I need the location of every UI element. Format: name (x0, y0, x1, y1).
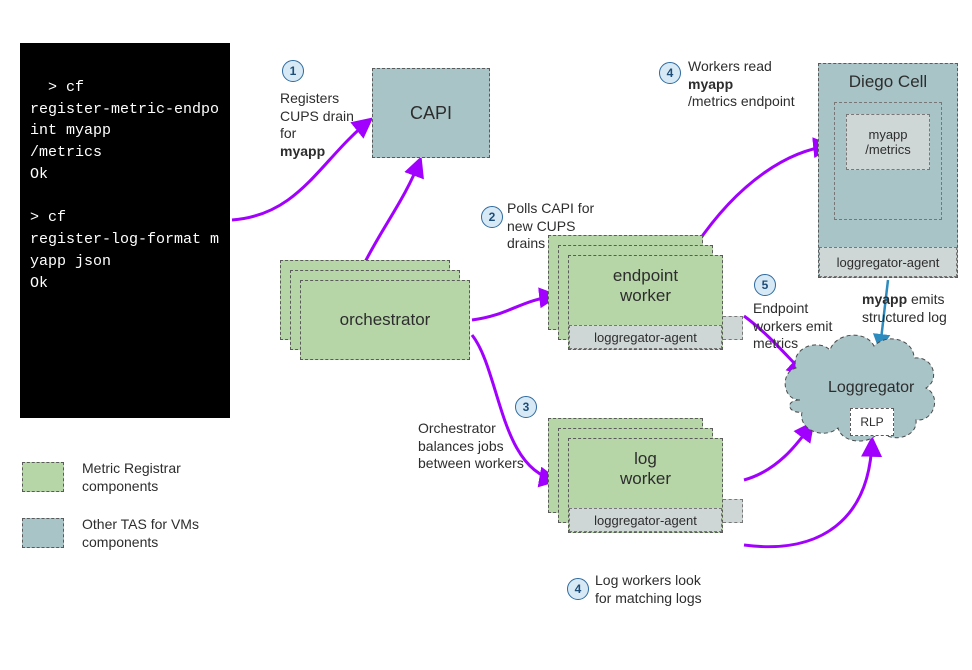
annotation-1-text: Registers CUPS drain for (280, 90, 354, 141)
annotation-5: Endpoint workers emit metrics (753, 300, 833, 353)
rlp-box: RLP (850, 408, 894, 436)
annotation-4a-post: /metrics endpoint (688, 93, 795, 109)
legend-label-blue-text: Other TAS for VMs components (82, 516, 199, 550)
log-worker-footer-ext (723, 499, 743, 523)
loggregator-label: Loggregator (828, 378, 914, 398)
log-worker-footer-label: loggregator-agent (594, 513, 697, 528)
step-circle-2: 2 (481, 206, 503, 228)
rlp-label: RLP (860, 415, 883, 429)
annotation-emit-bold: myapp (862, 291, 907, 307)
endpoint-worker-label: endpoint worker (613, 266, 678, 306)
diego-cell-footer: loggregator-agent (819, 247, 957, 277)
annotation-4a-pre: Workers read (688, 58, 772, 74)
step-num-5: 5 (762, 278, 769, 292)
endpoint-worker-footer: loggregator-agent (569, 325, 722, 349)
endpoint-worker-footer-ext (723, 316, 743, 340)
log-worker-footer: loggregator-agent (569, 508, 722, 532)
capi-label: CAPI (410, 103, 452, 124)
capi-box: CAPI (372, 68, 490, 158)
annotation-4a-bold: myapp (688, 76, 733, 92)
step-num-1: 1 (290, 64, 297, 78)
endpoint-worker-box: endpoint worker loggregator-agent (568, 255, 723, 350)
legend-swatch-green (22, 462, 64, 492)
step-circle-5: 5 (754, 274, 776, 296)
arrow-log-to-rlp (744, 440, 872, 547)
legend-label-green: Metric Registrar components (82, 460, 242, 495)
diego-inner-app: myapp /metrics (846, 114, 930, 170)
arrow-log-to-loggregator (744, 424, 812, 480)
log-worker-label: log worker (620, 449, 671, 489)
log-worker-box: log worker loggregator-agent (568, 438, 723, 533)
annotation-1: Registers CUPS drain for myapp (280, 90, 360, 160)
diego-cell-title: Diego Cell (849, 72, 927, 92)
step-circle-4a: 4 (659, 62, 681, 84)
endpoint-worker-footer-label: loggregator-agent (594, 330, 697, 345)
arrow-orchestrator-to-capi (360, 160, 420, 272)
orchestrator-box: orchestrator (300, 280, 470, 360)
step-num-2: 2 (489, 210, 496, 224)
step-circle-4b: 4 (567, 578, 589, 600)
step-num-4a: 4 (667, 66, 674, 80)
annotation-3-text: Orchestrator balances jobs between worke… (418, 420, 524, 471)
terminal-window: > cf register-metric-endpoint myapp /met… (20, 43, 230, 418)
annotation-3: Orchestrator balances jobs between worke… (418, 420, 528, 473)
step-circle-1: 1 (282, 60, 304, 82)
annotation-emit: myapp emits structured log (862, 291, 962, 326)
step-num-3: 3 (523, 400, 530, 414)
arrow-orchestrator-to-endpoint (472, 296, 556, 320)
orchestrator-label: orchestrator (340, 310, 431, 330)
annotation-1-bold: myapp (280, 143, 325, 159)
loggregator-label-text: Loggregator (828, 379, 914, 396)
diego-inner-app-label: myapp /metrics (865, 127, 911, 157)
arrow-endpoint-to-diego (696, 146, 830, 245)
legend-label-green-text: Metric Registrar components (82, 460, 181, 494)
legend-label-blue: Other TAS for VMs components (82, 516, 242, 551)
annotation-4b-text: Log workers look for matching logs (595, 572, 702, 606)
annotation-4b: Log workers look for matching logs (595, 572, 715, 607)
annotation-4a: Workers read myapp /metrics endpoint (688, 58, 798, 111)
annotation-5-text: Endpoint workers emit metrics (753, 300, 832, 351)
terminal-text: > cf register-metric-endpoint myapp /met… (30, 79, 219, 292)
diego-cell-footer-label: loggregator-agent (837, 255, 940, 270)
legend-swatch-blue (22, 518, 64, 548)
annotation-2: Polls CAPI for new CUPS drains (507, 200, 617, 253)
step-circle-3: 3 (515, 396, 537, 418)
step-num-4b: 4 (575, 582, 582, 596)
annotation-2-text: Polls CAPI for new CUPS drains (507, 200, 594, 251)
